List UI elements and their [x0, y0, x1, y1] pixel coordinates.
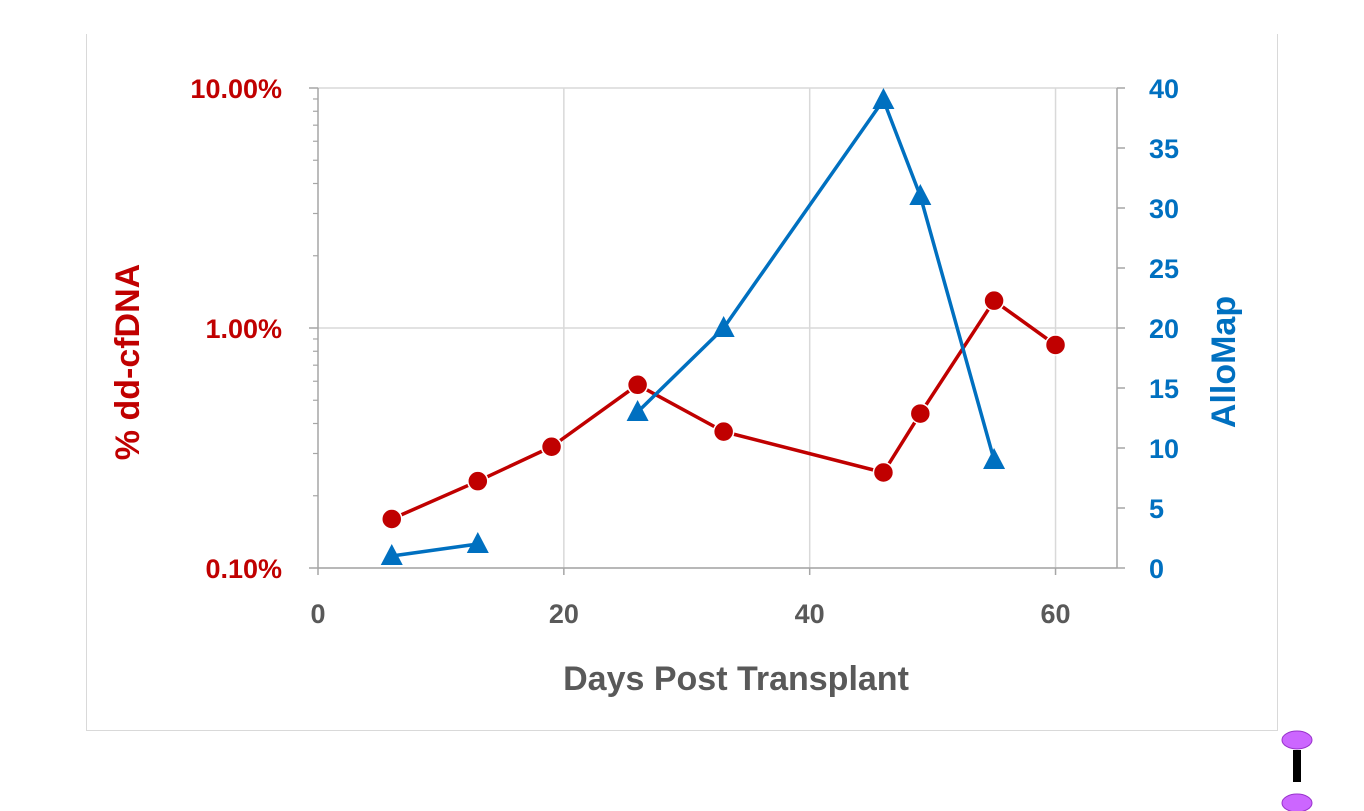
- y-right-axis-title: AlloMap: [1205, 296, 1243, 428]
- allomap-line: [636, 98, 996, 461]
- y-right-tick-label: 5: [1149, 494, 1164, 524]
- dd-cfdna-point: [626, 374, 649, 396]
- y-right-tick-label: 40: [1149, 74, 1179, 104]
- chart-svg: 0 20 40 600.10%1.00%10.00%0510152025303540 …: [109, 74, 1243, 698]
- y-right-tick-label: 25: [1149, 254, 1179, 284]
- x-axis-title: Days Post Transplant: [563, 660, 909, 698]
- dd-cfdna-point: [1044, 334, 1067, 356]
- y-left-axis-title: % dd-cfDNA: [109, 264, 147, 460]
- y-left-tick-label: 0.10%: [205, 554, 282, 584]
- y-right-tick-label: 20: [1149, 314, 1179, 344]
- y-left-tick-label: 1.00%: [205, 314, 282, 344]
- allomap-point: [909, 184, 932, 205]
- axes-layer: [309, 87, 1125, 575]
- dd-cfdna-point: [540, 436, 563, 458]
- y-right-tick-label: 35: [1149, 134, 1179, 164]
- handle-bottom-knob[interactable]: [1281, 793, 1313, 811]
- allomap-point: [872, 88, 895, 109]
- dd-cfdna-point: [467, 470, 489, 492]
- allomap-point: [712, 316, 735, 337]
- x-tick-label: 60: [1041, 599, 1071, 629]
- y-right-tick-label: 10: [1149, 434, 1179, 464]
- dd-cfdna-point: [381, 508, 403, 530]
- allomap-point: [380, 544, 403, 565]
- dd-cfdna-point: [872, 461, 895, 484]
- allomap-point: [466, 532, 489, 553]
- x-tick-label: 0: [310, 599, 325, 629]
- y-right-tick-label: 15: [1149, 374, 1179, 404]
- handle-top-knob[interactable]: [1281, 730, 1313, 750]
- ticks-layer: 0 20 40 60 0.10% 1.00% 10.00% 0 5 10 15 20 25 30 35 40: [190, 74, 1179, 629]
- selection-handle[interactable]: [1278, 728, 1318, 811]
- handle-stem: [1293, 750, 1301, 782]
- x-tick-label: 20: [549, 599, 579, 629]
- allomap-point: [626, 400, 649, 421]
- series-layer: [380, 88, 1067, 565]
- allomap-line: [391, 542, 479, 558]
- dd-cfdna-point: [712, 420, 735, 443]
- y-left-tick-label: 10.00%: [190, 74, 282, 104]
- x-tick-label: 40: [795, 599, 825, 629]
- y-right-tick-label: 0: [1149, 554, 1164, 584]
- dd-cfdna-point: [909, 402, 932, 425]
- dd-cfdna-point: [983, 289, 1005, 312]
- y-right-tick-label: 30: [1149, 194, 1179, 224]
- allomap-point: [983, 448, 1006, 469]
- chart-frame: 0 20 40 60 0.10% 1.00% 10.00% 0 5 10 15 20 25 30 35 40 …: [86, 34, 1278, 731]
